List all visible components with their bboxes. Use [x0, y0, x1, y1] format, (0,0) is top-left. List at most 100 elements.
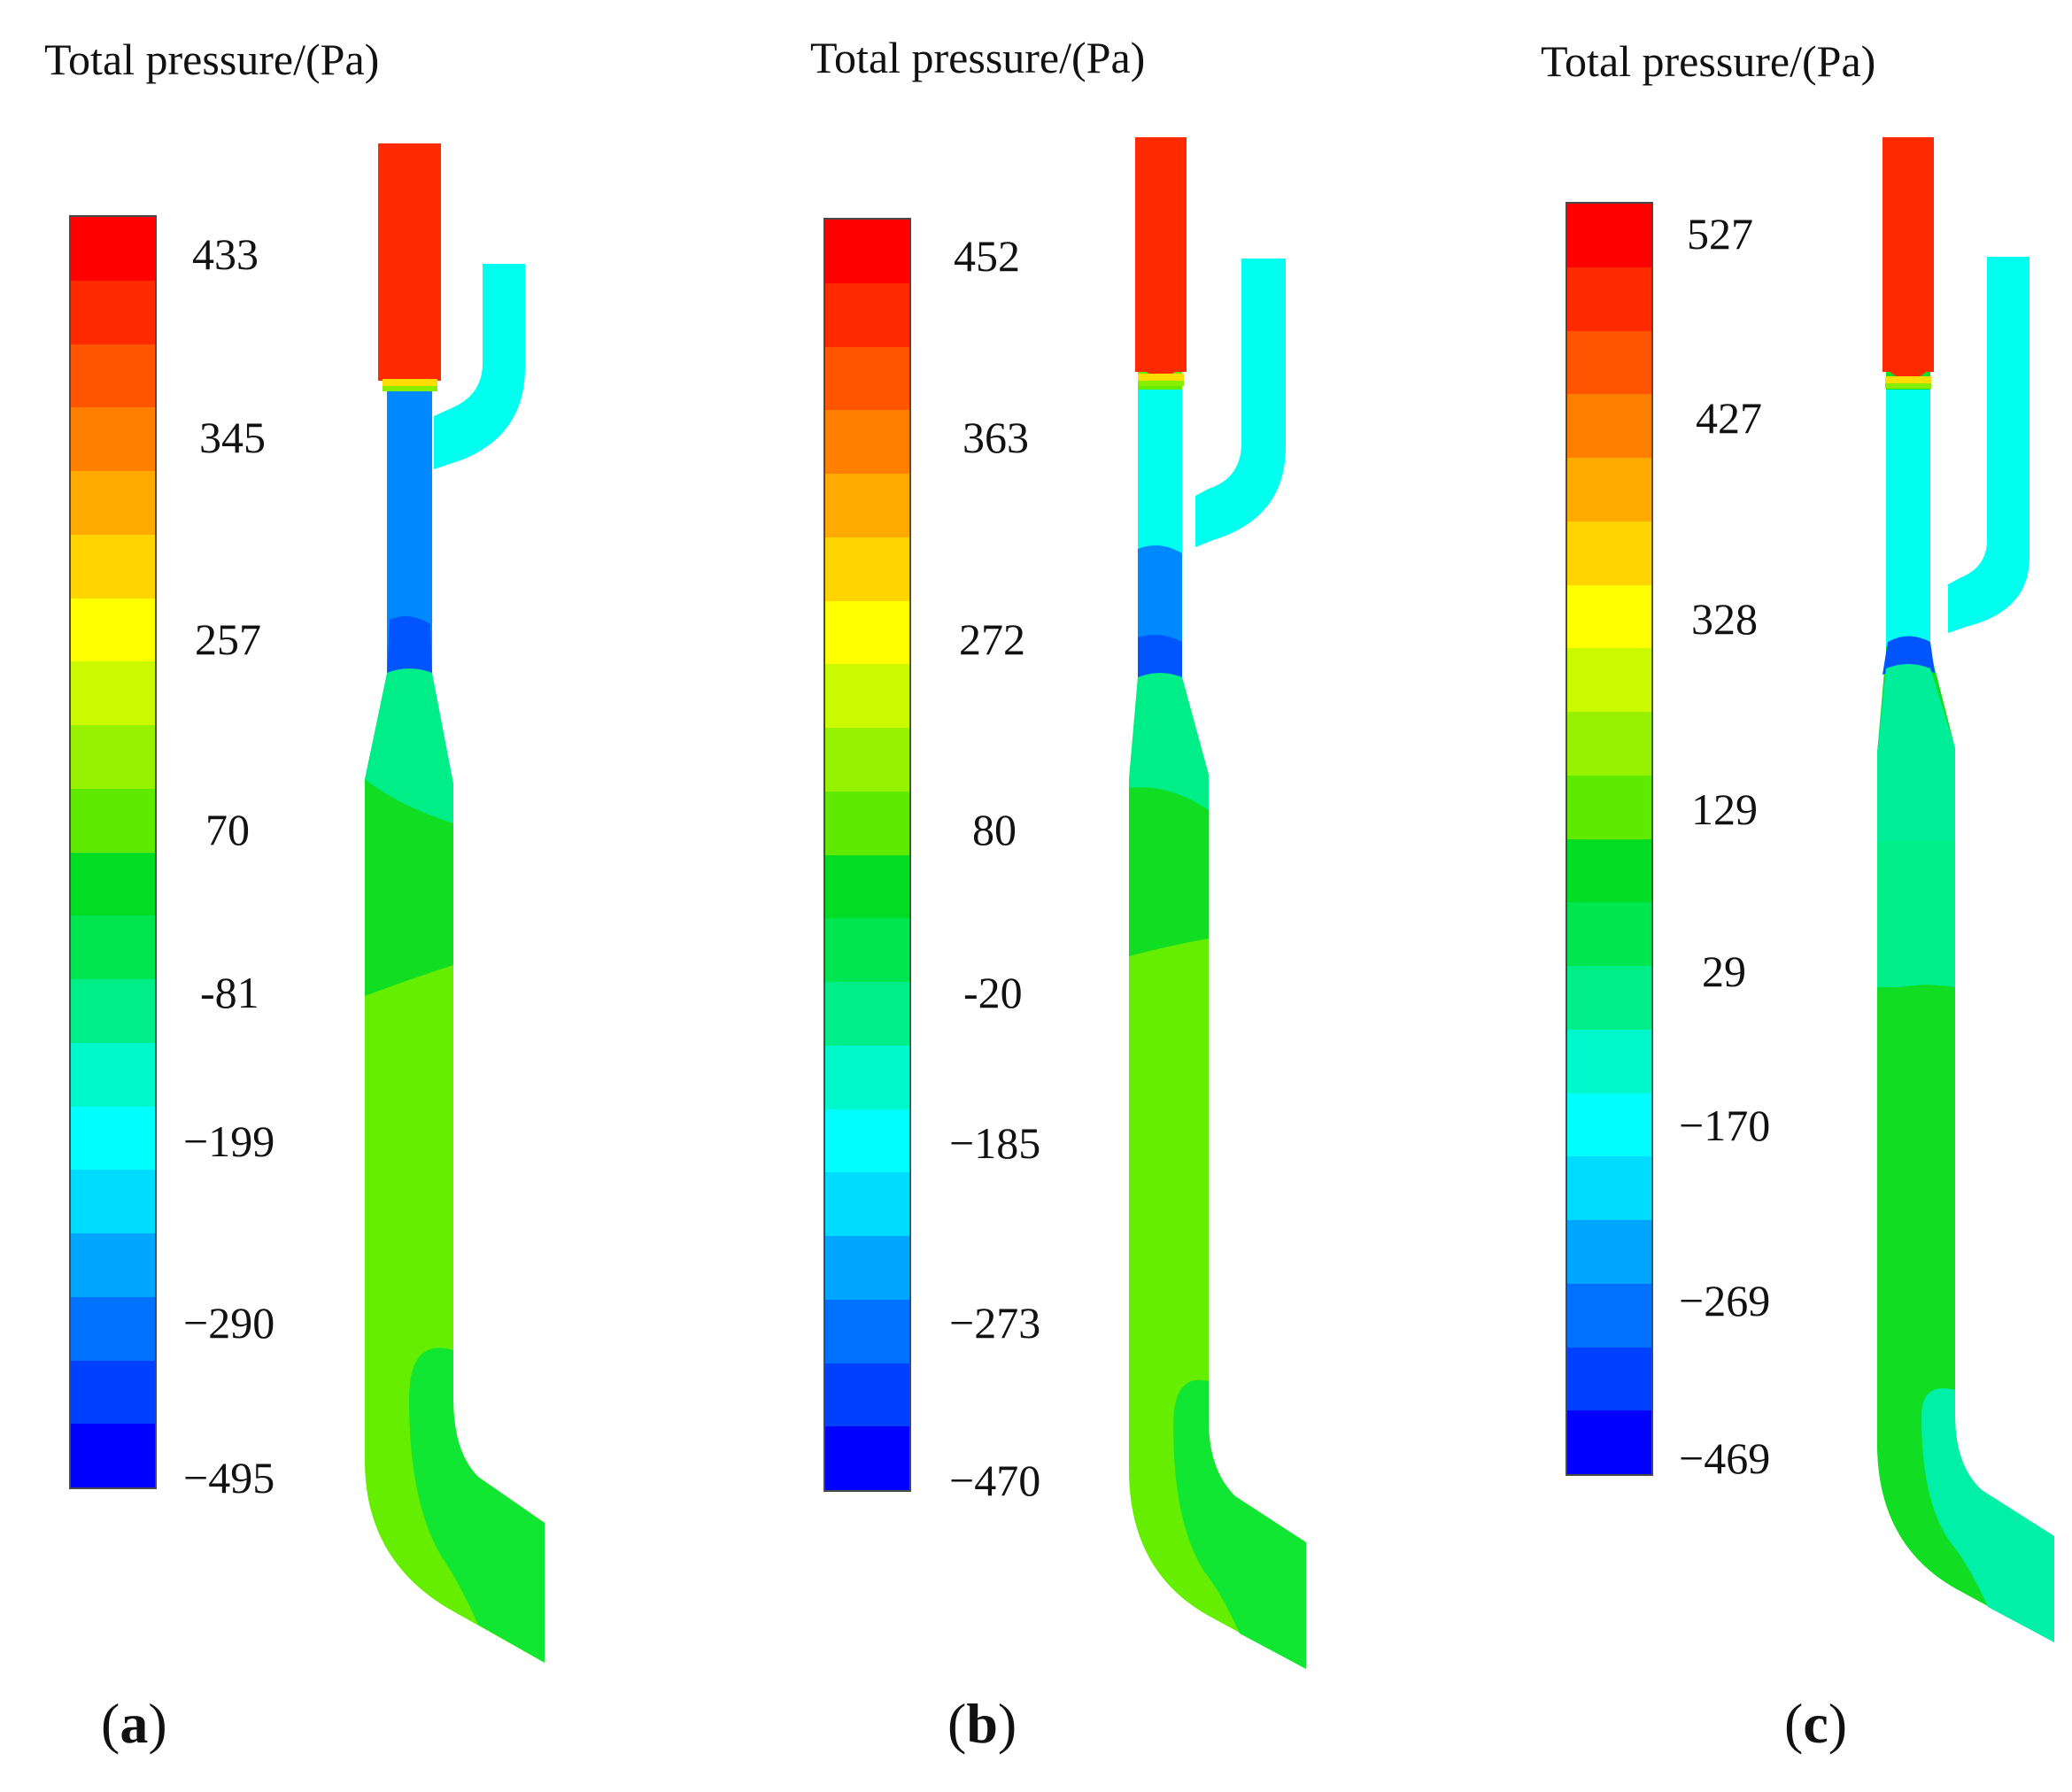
- colorbar-tick: 452: [954, 231, 1020, 281]
- colorbar-segment: [825, 1108, 909, 1173]
- colorbar-segment: [825, 854, 909, 919]
- jet-band-yellow: [1885, 376, 1931, 383]
- colorbar-tick: 328: [1691, 594, 1758, 644]
- throat-core: [1138, 634, 1182, 682]
- branch-junction: [1886, 390, 1930, 646]
- colorbar-segment: [71, 534, 155, 599]
- colorbar-segment: [1567, 1410, 1651, 1474]
- inlet-pipe: [1883, 137, 1934, 372]
- colorbar-segment: [1567, 775, 1651, 839]
- colorbar-segment: [71, 407, 155, 471]
- colorbar-tick: 345: [199, 413, 266, 462]
- colorbar-tick: −273: [949, 1298, 1041, 1348]
- colorbar-segment: [825, 282, 909, 347]
- branch-pipe: [1195, 259, 1286, 547]
- label-letter: a: [120, 1692, 149, 1755]
- elbow-inner: [409, 1348, 545, 1663]
- colorbar-segment: [1567, 838, 1651, 903]
- inlet-jet: [384, 344, 434, 382]
- colorbar-segment: [825, 918, 909, 982]
- colorbar-segment: [1567, 204, 1651, 267]
- colorbar-segment: [71, 598, 155, 662]
- colorbar: [69, 215, 157, 1489]
- colorbar-tick: -20: [963, 968, 1023, 1017]
- colorbar-tick: −185: [949, 1118, 1041, 1168]
- colorbar-segment: [1567, 648, 1651, 712]
- colorbar-tick: −170: [1679, 1101, 1771, 1150]
- colorbar-segment: [825, 410, 909, 474]
- throat-core: [387, 616, 432, 677]
- label-paren-open: (: [947, 1692, 967, 1755]
- colorbar-segment: [825, 1299, 909, 1363]
- colorbar-tick: 363: [963, 413, 1029, 462]
- colorbar-segment: [825, 600, 909, 665]
- colorbar-segment: [825, 1172, 909, 1236]
- pressure-contour-c: [1877, 137, 2054, 1642]
- jet-band-yellow: [383, 379, 437, 386]
- colorbar-segment: [825, 664, 909, 728]
- colorbar-segment: [71, 471, 155, 535]
- upper-column: [365, 779, 453, 996]
- colorbar-tick: −199: [183, 1116, 275, 1166]
- colorbar-segment: [71, 1424, 155, 1487]
- colorbar-title: Total pressure/(Pa): [810, 33, 1146, 82]
- inlet-jet: [1139, 341, 1183, 376]
- colorbar-tick: −495: [183, 1453, 275, 1502]
- pressure-contour-b: [1129, 137, 1306, 1669]
- colorbar-segment: [71, 661, 155, 725]
- colorbar-tick: −469: [1679, 1433, 1771, 1483]
- panel-a: Total pressure/(Pa) 433 345 257 70 -81 −…: [0, 0, 691, 1792]
- colorbar-segment: [71, 852, 155, 916]
- label-paren-close: ): [1828, 1692, 1848, 1755]
- colorbar-segment: [825, 982, 909, 1046]
- colorbar-segment: [71, 1296, 155, 1361]
- colorbar: [823, 218, 911, 1492]
- colorbar-segment: [1567, 966, 1651, 1030]
- colorbar-segment: [71, 217, 155, 281]
- colorbar-tick: 433: [192, 229, 259, 279]
- colorbar-segment: [825, 1426, 909, 1490]
- colorbar-segment: [71, 725, 155, 789]
- colorbar-tick: 527: [1687, 209, 1753, 259]
- colorbar-segment: [1567, 394, 1651, 458]
- panel-label-a: (a): [101, 1691, 167, 1757]
- colorbar-tick: −269: [1679, 1276, 1771, 1325]
- panel-label-b: (b): [947, 1691, 1017, 1757]
- colorbar-segment: [71, 915, 155, 979]
- colorbar-segment: [825, 1236, 909, 1300]
- colorbar-segment: [1567, 1029, 1651, 1093]
- jet-band-green: [1885, 383, 1931, 389]
- colorbar-segment: [71, 1233, 155, 1297]
- colorbar-segment: [825, 474, 909, 537]
- throat-core: [1883, 636, 1935, 675]
- throat-region: [387, 390, 432, 677]
- jet-band-green: [383, 386, 437, 391]
- colorbar-segment: [1567, 266, 1651, 331]
- colorbar-segment: [825, 791, 909, 855]
- elbow-inner: [1173, 1379, 1306, 1669]
- colorbar-segment: [1567, 1156, 1651, 1220]
- inlet-jet: [1886, 344, 1930, 379]
- colorbar-tick: 129: [1691, 784, 1758, 834]
- colorbar-tick: 80: [972, 805, 1017, 854]
- colorbar-segment: [71, 1106, 155, 1170]
- label-paren-close: ): [997, 1692, 1017, 1755]
- colorbar-segment: [71, 1170, 155, 1233]
- colorbar: [1566, 202, 1653, 1476]
- diffuser-region: [1129, 673, 1209, 815]
- branch-pipe: [1948, 257, 2029, 633]
- colorbar-segment: [1567, 521, 1651, 585]
- colorbar-segment: [1567, 584, 1651, 649]
- colorbar-segment: [825, 728, 909, 792]
- colorbar-tick: −290: [183, 1298, 275, 1348]
- upper-column: [1129, 787, 1209, 956]
- inlet-pipe: [378, 143, 441, 381]
- branch-pipe: [434, 264, 525, 469]
- colorbar-segment: [825, 537, 909, 601]
- diffuser-region: [365, 668, 453, 828]
- jet-band-yellow: [1138, 374, 1184, 381]
- colorbar-title: Total pressure/(Pa): [44, 35, 380, 84]
- label-paren-close: ): [148, 1692, 167, 1755]
- colorbar-segment: [1567, 458, 1651, 521]
- label-letter: b: [966, 1692, 998, 1755]
